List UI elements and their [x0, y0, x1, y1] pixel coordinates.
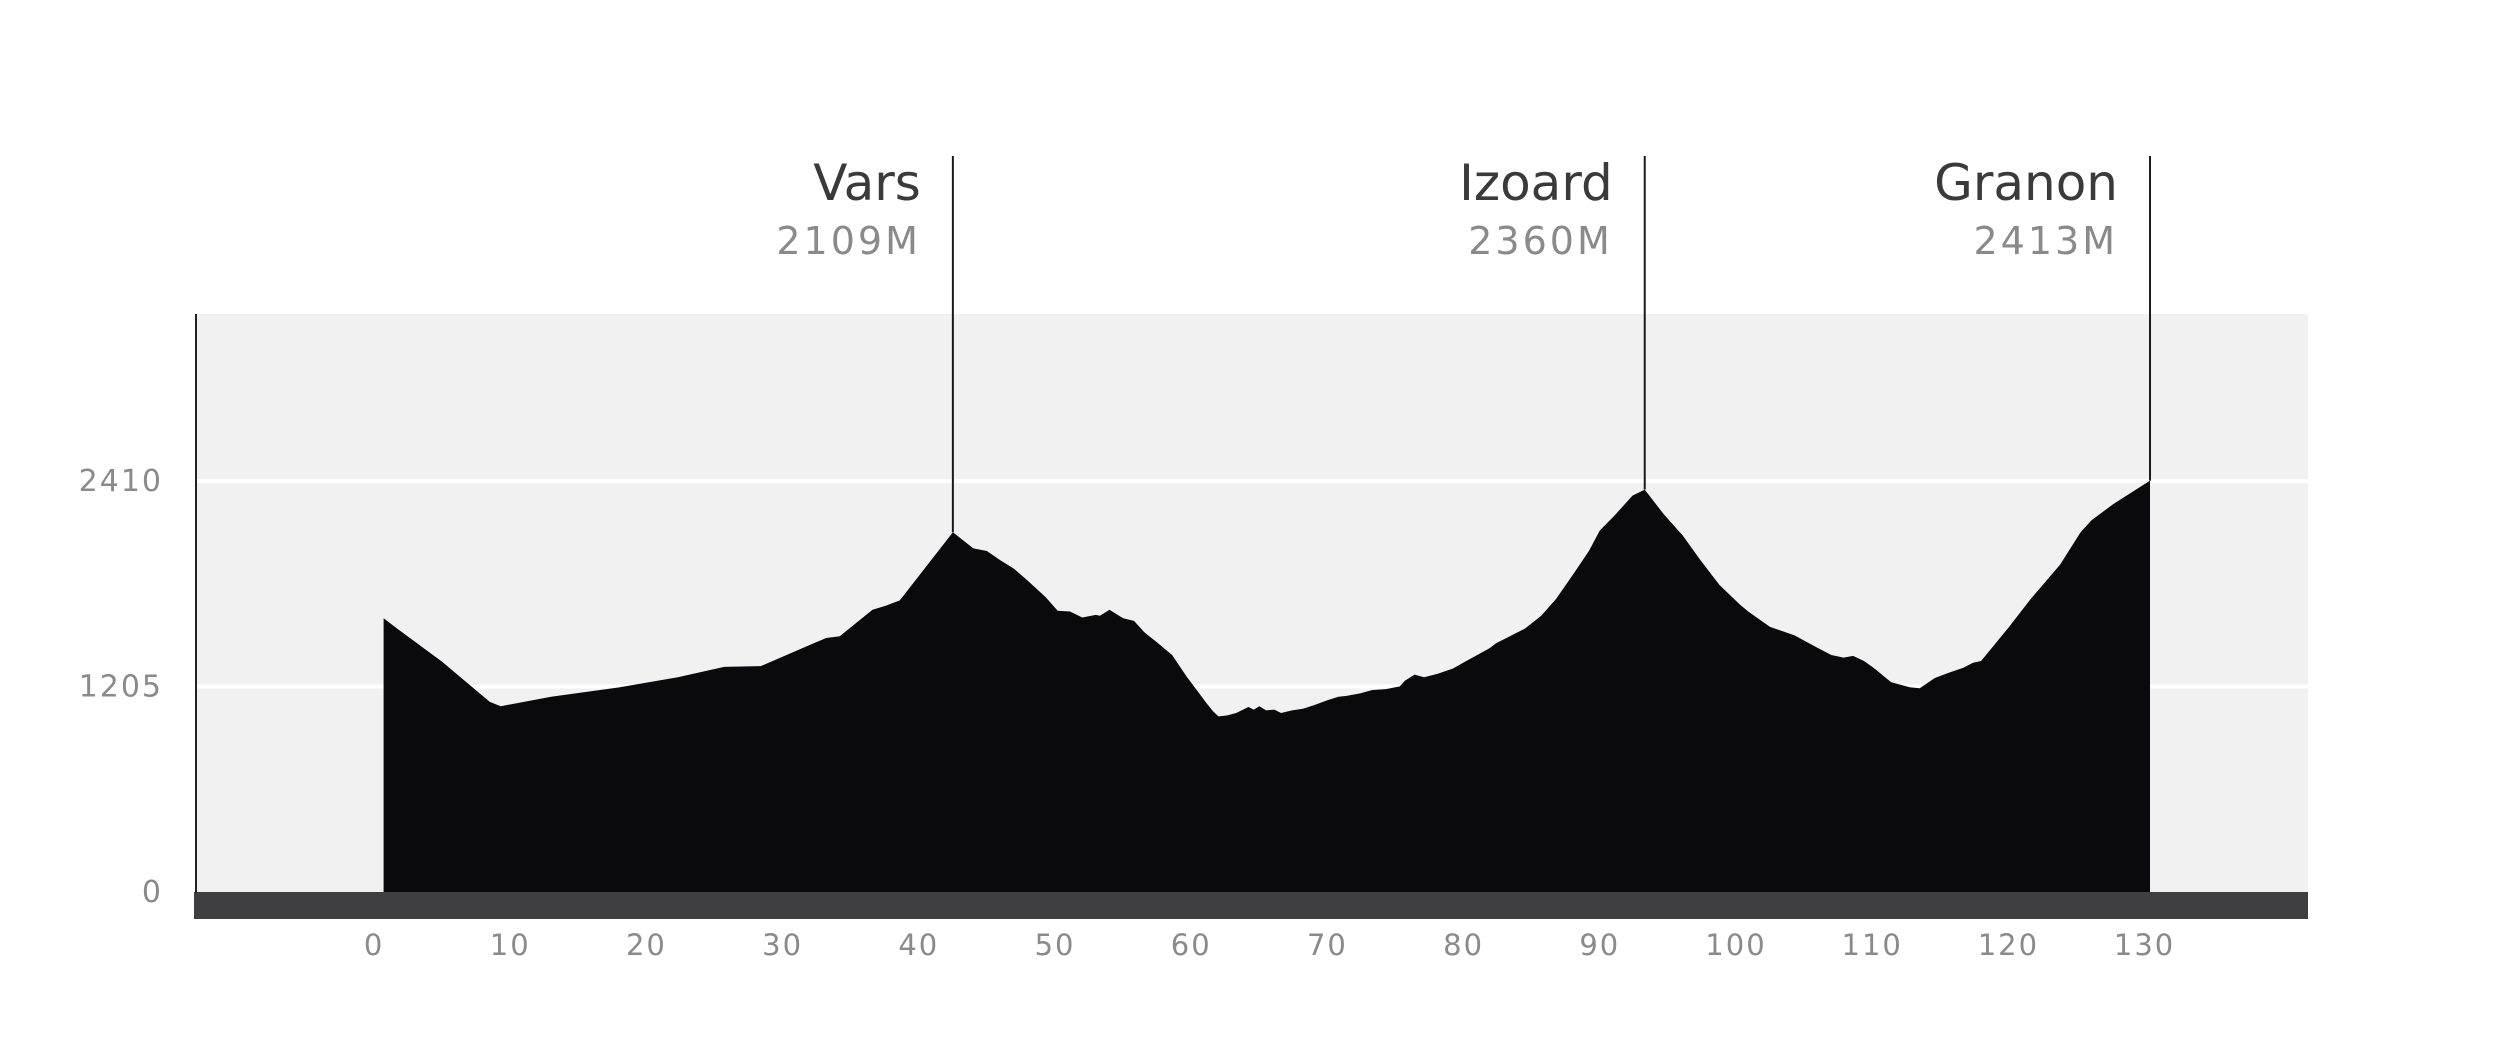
- x-tick-label: 60: [1171, 928, 1212, 962]
- peak-name-label: Izoard: [1459, 154, 1613, 212]
- x-tick-label: 30: [762, 928, 803, 962]
- peak-name-label: Granon: [1934, 154, 2118, 212]
- elevation-profile-area: [383, 480, 2151, 892]
- x-tick-label: 80: [1443, 928, 1484, 962]
- y-axis-ticks: 0 1205 2410: [79, 464, 163, 910]
- x-tick-label: 20: [626, 928, 667, 962]
- y-tick-label: 2410: [79, 464, 163, 499]
- x-tick-label: 120: [1978, 928, 2039, 962]
- x-tick-label: 130: [2114, 928, 2175, 962]
- peak-elevation-label: 2109M: [776, 219, 921, 263]
- peak-name-label: Vars: [813, 154, 921, 212]
- y-tick-label: 0: [142, 875, 163, 910]
- x-tick-label: 10: [490, 928, 531, 962]
- peak-elevation-label: 2413M: [1974, 219, 2119, 263]
- x-tick-label: 90: [1579, 928, 1620, 962]
- y-tick-label: 1205: [79, 670, 163, 705]
- x-tick-label: 50: [1035, 928, 1076, 962]
- x-tick-label: 100: [1705, 928, 1766, 962]
- baseline-bar: [194, 892, 2308, 919]
- peak-elevation-label: 2360M: [1468, 219, 1613, 263]
- x-tick-label: 0: [364, 928, 384, 962]
- x-axis-ticks: 0 10 20 30 40 50 60 70 80 90 100 110 120 130: [364, 928, 2175, 962]
- peak-markers: Vars 2109M Izoard 2360M Granon 2413M: [776, 154, 2152, 533]
- x-tick-label: 110: [1842, 928, 1903, 962]
- x-tick-label: 70: [1307, 928, 1348, 962]
- x-tick-label: 40: [898, 928, 939, 962]
